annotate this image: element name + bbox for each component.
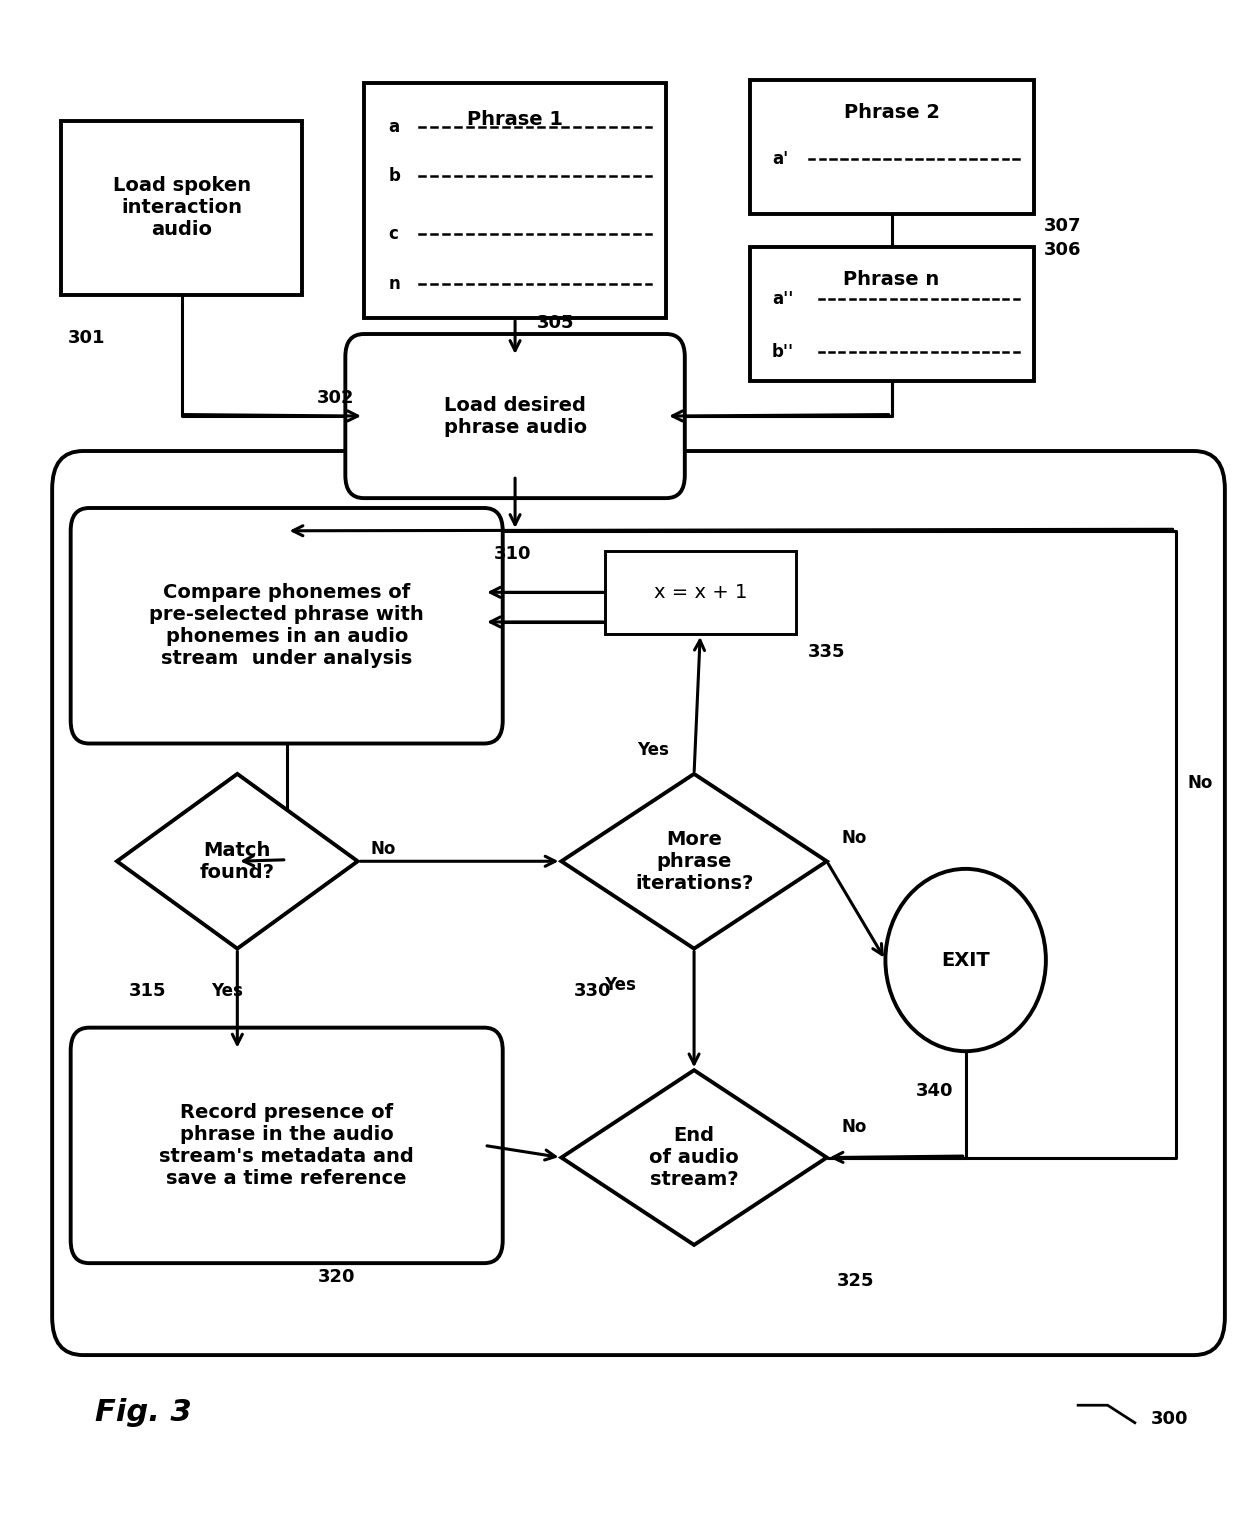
Text: n: n	[388, 274, 401, 293]
Text: 320: 320	[317, 1267, 355, 1286]
Text: 306: 306	[1043, 241, 1081, 259]
Text: 302: 302	[316, 389, 353, 407]
Text: No: No	[1188, 775, 1213, 793]
Polygon shape	[117, 773, 357, 949]
Text: 301: 301	[68, 329, 105, 346]
Text: a': a'	[771, 151, 789, 168]
Polygon shape	[562, 773, 827, 949]
FancyBboxPatch shape	[605, 551, 796, 634]
FancyBboxPatch shape	[750, 247, 1033, 381]
FancyBboxPatch shape	[345, 334, 684, 499]
Text: Yes: Yes	[637, 741, 670, 759]
Text: Fig. 3: Fig. 3	[95, 1398, 192, 1427]
Text: Compare phonemes of
pre-selected phrase with
phonemes in an audio
stream  under : Compare phonemes of pre-selected phrase …	[149, 583, 424, 668]
Text: 340: 340	[916, 1081, 954, 1100]
Text: 305: 305	[537, 314, 575, 332]
Text: No: No	[370, 840, 396, 859]
Text: 335: 335	[808, 644, 846, 662]
Text: Yes: Yes	[604, 976, 636, 994]
Text: 325: 325	[837, 1272, 874, 1290]
Text: b'': b''	[771, 343, 794, 361]
Text: a: a	[388, 119, 399, 136]
FancyBboxPatch shape	[71, 1028, 502, 1263]
Text: EXIT: EXIT	[941, 950, 990, 970]
Text: Phrase n: Phrase n	[843, 270, 940, 290]
FancyBboxPatch shape	[71, 508, 502, 744]
Text: c: c	[388, 224, 398, 242]
Text: Load desired
phrase audio: Load desired phrase audio	[444, 395, 587, 436]
Text: No: No	[842, 830, 867, 848]
Text: Phrase 1: Phrase 1	[467, 110, 563, 130]
FancyBboxPatch shape	[62, 120, 303, 296]
Text: End
of audio
stream?: End of audio stream?	[650, 1125, 739, 1190]
Text: Match
found?: Match found?	[200, 840, 275, 881]
Text: 330: 330	[574, 982, 611, 1000]
Text: 307: 307	[1043, 217, 1081, 235]
Text: Phrase 2: Phrase 2	[843, 104, 940, 122]
Text: More
phrase
iterations?: More phrase iterations?	[635, 830, 753, 892]
Text: Load spoken
interaction
audio: Load spoken interaction audio	[113, 177, 250, 239]
FancyBboxPatch shape	[750, 81, 1033, 214]
Ellipse shape	[885, 869, 1045, 1051]
Text: x = x + 1: x = x + 1	[653, 583, 746, 602]
Text: 300: 300	[1151, 1411, 1188, 1427]
Text: 315: 315	[129, 982, 167, 1000]
Text: Record presence of
phrase in the audio
stream's metadata and
save a time referen: Record presence of phrase in the audio s…	[159, 1103, 414, 1188]
Text: a'': a''	[771, 290, 794, 308]
FancyBboxPatch shape	[52, 451, 1225, 1356]
Text: No: No	[842, 1118, 867, 1136]
Polygon shape	[562, 1071, 827, 1244]
Text: b: b	[388, 168, 401, 185]
FancyBboxPatch shape	[363, 82, 666, 319]
Text: Yes: Yes	[212, 982, 243, 1000]
Text: 310: 310	[494, 546, 532, 563]
